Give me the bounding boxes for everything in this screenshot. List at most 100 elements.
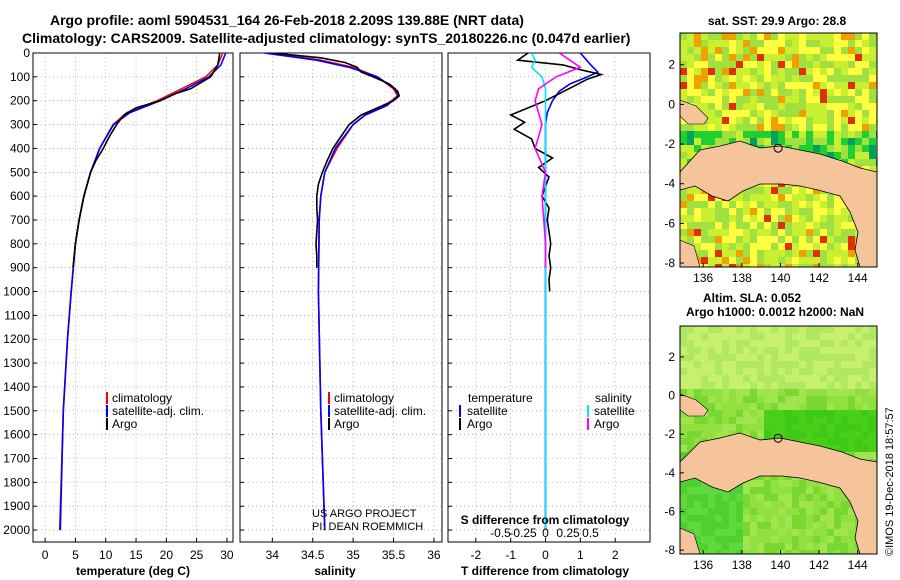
field-cell	[715, 89, 722, 96]
legend-satellite-adj: satellite-adj. clim.	[334, 404, 426, 418]
field-cell	[750, 138, 757, 145]
field-cell	[715, 103, 722, 110]
field-cell	[841, 33, 848, 40]
field-cell	[869, 131, 876, 138]
field-cell	[750, 236, 757, 243]
field-cell	[841, 110, 848, 117]
field-cell	[764, 96, 771, 103]
field-cell	[736, 368, 743, 375]
field-cell	[806, 550, 813, 554]
field-cell	[848, 89, 855, 96]
field-cell	[715, 215, 722, 222]
field-cell	[743, 515, 750, 522]
field-cell	[820, 89, 827, 96]
field-cell	[792, 236, 799, 243]
field-cell	[694, 347, 701, 354]
field-cell	[827, 40, 834, 47]
field-cell	[841, 403, 848, 410]
field-cell	[722, 389, 729, 396]
field-cell	[722, 250, 729, 257]
field-cell	[869, 33, 876, 40]
field-cell	[820, 354, 827, 361]
s-difference-axis-label: S difference from climatology	[461, 513, 630, 527]
field-cell	[722, 96, 729, 103]
x-tick-label: -1	[505, 548, 516, 562]
field-cell	[764, 424, 771, 431]
field-cell	[813, 222, 820, 229]
field-cell	[764, 333, 771, 340]
field-cell	[792, 326, 799, 333]
field-cell	[806, 410, 813, 417]
field-cell	[687, 75, 694, 82]
field-cell	[869, 445, 876, 452]
field-cell	[757, 522, 764, 529]
field-cell	[792, 68, 799, 75]
field-cell	[785, 354, 792, 361]
field-cell	[708, 82, 715, 89]
field-cell	[855, 389, 862, 396]
field-cell	[687, 89, 694, 96]
field-cell	[848, 347, 855, 354]
field-cell	[729, 131, 736, 138]
field-cell	[806, 494, 813, 501]
field-cell	[701, 47, 708, 54]
field-cell	[778, 47, 785, 54]
field-cell	[855, 368, 862, 375]
field-cell	[757, 543, 764, 550]
field-cell	[834, 410, 841, 417]
field-cell	[827, 194, 834, 201]
legend-argo: Argo	[334, 417, 360, 431]
field-cell	[827, 117, 834, 124]
field-cell	[694, 54, 701, 61]
field-cell	[813, 40, 820, 47]
field-cell	[813, 536, 820, 543]
field-cell	[701, 501, 708, 508]
field-cell	[729, 75, 736, 82]
field-cell	[771, 508, 778, 515]
field-cell	[729, 536, 736, 543]
field-cell	[750, 257, 757, 264]
field-cell	[764, 194, 771, 201]
field-cell	[757, 47, 764, 54]
field-cell	[813, 250, 820, 257]
field-cell	[806, 396, 813, 403]
field-cell	[680, 375, 687, 382]
field-cell	[694, 361, 701, 368]
field-cell	[743, 96, 750, 103]
field-cell	[848, 438, 855, 445]
field-cell	[750, 333, 757, 340]
field-cell	[806, 347, 813, 354]
field-cell	[806, 47, 813, 54]
argo-float-marker	[773, 433, 783, 443]
field-cell	[694, 124, 701, 131]
field-cell	[827, 529, 834, 536]
field-cell	[862, 382, 869, 389]
field-cell	[708, 431, 715, 438]
field-cell	[792, 340, 799, 347]
field-cell	[841, 47, 848, 54]
field-cell	[764, 187, 771, 194]
field-cell	[778, 110, 785, 117]
field-cell	[834, 40, 841, 47]
field-cell	[841, 515, 848, 522]
field-cell	[862, 68, 869, 75]
field-cell	[806, 236, 813, 243]
field-cell	[806, 257, 813, 264]
field-cell	[778, 243, 785, 250]
field-cell	[729, 229, 736, 236]
field-cell	[680, 117, 687, 124]
field-cell	[687, 54, 694, 61]
field-cell	[820, 96, 827, 103]
field-cell	[785, 361, 792, 368]
field-cell	[813, 480, 820, 487]
field-cell	[764, 89, 771, 96]
depth-tick-label: 1900	[3, 499, 30, 513]
field-cell	[764, 103, 771, 110]
field-cell	[757, 33, 764, 40]
field-cell	[750, 131, 757, 138]
field-cell	[799, 250, 806, 257]
lon-tick-label: 138	[732, 558, 752, 572]
field-cell	[862, 82, 869, 89]
field-cell	[715, 382, 722, 389]
field-cell	[680, 138, 687, 145]
